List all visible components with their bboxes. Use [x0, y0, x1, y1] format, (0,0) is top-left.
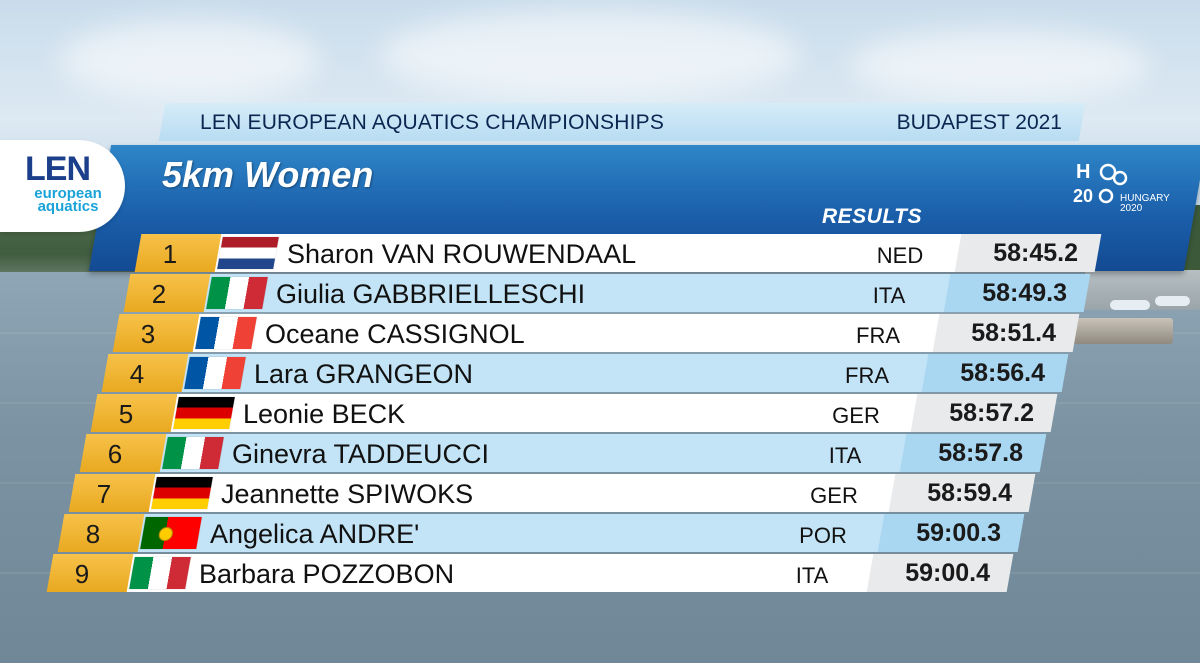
- athlete-name: Ginevra TADDEUCCI: [232, 439, 490, 469]
- netherlands-flag-icon: [217, 237, 279, 269]
- race-time: 58:57.8: [938, 439, 1023, 467]
- country-code: NED: [876, 243, 924, 268]
- country-code: GER: [832, 403, 880, 428]
- athlete-name: Leonie BECK: [243, 399, 406, 429]
- country-code: ITA: [828, 443, 862, 468]
- rank-number: 1: [162, 239, 178, 269]
- rank-number: 8: [85, 519, 101, 549]
- athlete-name: Jeannette SPIWOKS: [221, 479, 474, 509]
- rank-number: 9: [74, 559, 90, 589]
- championship-location: BUDAPEST 2021: [896, 111, 1062, 134]
- portugal-flag-icon: [140, 517, 202, 549]
- athlete-name: Barbara POZZOBON: [199, 559, 455, 589]
- len-logo: [0, 140, 125, 232]
- cloud: [60, 20, 320, 100]
- race-time: 58:51.4: [971, 319, 1056, 347]
- athlete-name: Oceane CASSIGNOL: [265, 319, 525, 349]
- floating-dock: [1068, 318, 1173, 344]
- event-title: 5km Women: [162, 154, 374, 195]
- h2o-hungary-logo: H 20: [1073, 161, 1128, 206]
- italy-flag-icon: [129, 557, 191, 589]
- svg-text:20: 20: [1073, 186, 1093, 206]
- france-flag-icon: [195, 317, 257, 349]
- race-time: 58:45.2: [993, 239, 1078, 267]
- race-time: 59:00.4: [905, 559, 990, 587]
- country-code: ITA: [872, 283, 906, 308]
- country-code: FRA: [856, 323, 900, 348]
- athlete-name: Sharon VAN ROUWENDAAL: [287, 239, 637, 269]
- boat: [1155, 296, 1190, 306]
- cloud: [850, 30, 1150, 100]
- h2o-logo-country: HUNGARY: [1120, 193, 1170, 204]
- rank-number: 3: [140, 319, 156, 349]
- country-code: FRA: [845, 363, 889, 388]
- len-logo-line1: european: [34, 185, 102, 202]
- svg-text:H: H: [1076, 161, 1090, 183]
- boat: [1110, 300, 1150, 310]
- h2o-logo-year: 2020: [1120, 203, 1143, 214]
- athlete-name: Giulia GABBRIELLESCHI: [276, 279, 586, 309]
- len-logo-line2: aquatics: [37, 198, 99, 215]
- country-code: GER: [810, 483, 858, 508]
- country-code: ITA: [795, 563, 829, 588]
- rank-number: 6: [107, 439, 123, 469]
- race-time: 58:56.4: [960, 359, 1045, 387]
- italy-flag-icon: [206, 277, 268, 309]
- rank-number: 7: [96, 479, 112, 509]
- rank-number: 4: [129, 359, 145, 389]
- france-flag-icon: [184, 357, 246, 389]
- germany-flag-icon: [151, 477, 213, 509]
- italy-flag-icon: [162, 437, 224, 469]
- race-time: 58:49.3: [982, 279, 1067, 307]
- race-time: 58:59.4: [927, 479, 1012, 507]
- rank-number: 5: [118, 399, 134, 429]
- germany-flag-icon: [173, 397, 235, 429]
- country-code: POR: [799, 523, 847, 548]
- rank-number: 2: [151, 279, 167, 309]
- len-logo-wordmark: LEN: [25, 150, 91, 188]
- athlete-name: Angelica ANDRE': [210, 519, 420, 549]
- championship-title: LEN EUROPEAN AQUATICS CHAMPIONSHIPS: [200, 111, 665, 134]
- athlete-name: Lara GRANGEON: [254, 359, 474, 389]
- race-time: 59:00.3: [916, 519, 1001, 547]
- results-label: RESULTS: [822, 205, 922, 228]
- race-time: 58:57.2: [949, 399, 1034, 427]
- cloud: [380, 10, 800, 100]
